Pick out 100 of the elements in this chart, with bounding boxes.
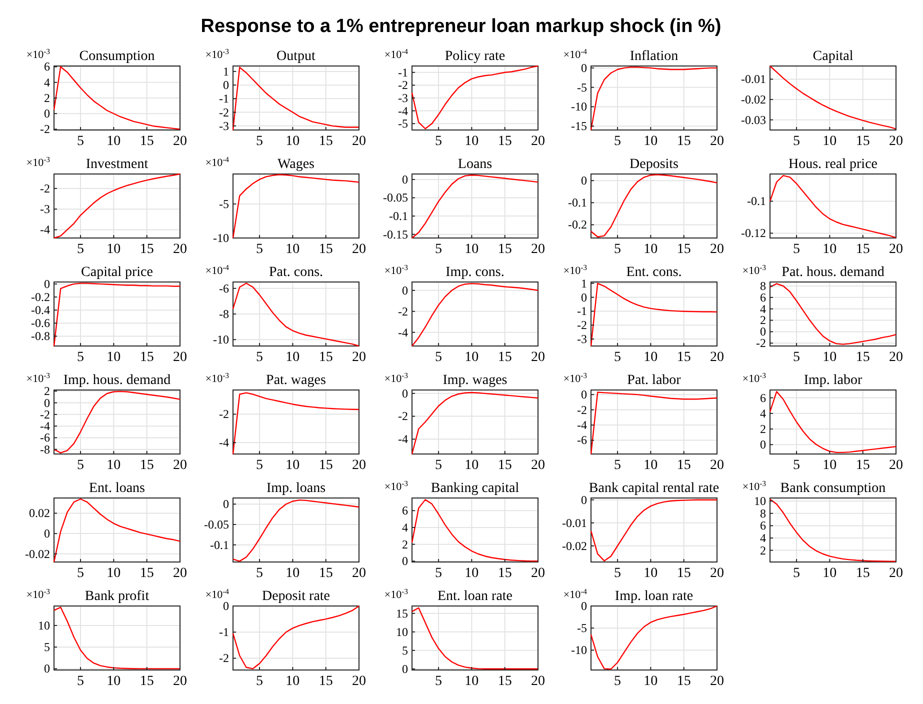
x-tick-label: 5 <box>614 458 622 473</box>
y-tick-label: -15 <box>571 119 587 134</box>
x-tick-label: 10 <box>822 134 837 149</box>
y-tick-label: 6 <box>760 518 766 533</box>
y-tick-label: 0 <box>402 554 408 568</box>
chart-title: Pat. cons. <box>268 265 324 280</box>
y-tick-label: 8 <box>760 506 766 520</box>
x-tick-label: 20 <box>352 350 366 365</box>
x-tick-label: 5 <box>793 350 800 365</box>
x-tick-label: 15 <box>140 350 154 365</box>
x-tick-label: 10 <box>644 566 658 581</box>
x-tick-label: 15 <box>318 458 333 473</box>
x-tick-label: 15 <box>856 566 870 581</box>
x-tick-label: 10 <box>822 242 837 257</box>
x-tick-label: 10 <box>464 566 479 581</box>
x-tick-label: 20 <box>173 134 187 149</box>
x-tick-label: 5 <box>256 458 264 473</box>
x-tick-label: 5 <box>614 134 622 149</box>
y-tick-label: -2 <box>756 336 766 350</box>
x-tick-label: 5 <box>256 674 264 689</box>
y-tick-label: 4 <box>760 406 766 420</box>
x-tick-label: 5 <box>793 458 800 473</box>
chart-title: Deposits <box>630 157 678 172</box>
y-tick-label: -4 <box>219 436 229 450</box>
y-tick-label: 5 <box>44 640 50 654</box>
y-tick-label: 0 <box>44 106 50 121</box>
x-tick-label: 10 <box>644 242 658 257</box>
text: ×10$^{-4}$ <box>205 262 230 277</box>
text: ×10$^{-4}$ <box>205 586 230 601</box>
chart-title: Capital <box>812 49 854 64</box>
y-tick-label: -4 <box>398 325 408 340</box>
y-tick-label: 6 <box>44 60 50 74</box>
y-tick-label: 0 <box>581 60 587 75</box>
y-tick-label: 0 <box>581 492 587 507</box>
chart-title: Capital price <box>81 265 153 280</box>
x-tick-label: 20 <box>531 566 545 581</box>
y-tick-label: -2 <box>398 304 408 318</box>
x-tick-label: 5 <box>793 242 800 257</box>
text: ×10$^{-3}$ <box>384 370 408 385</box>
y-tick-label: 2 <box>44 384 50 398</box>
y-tick-label: -2 <box>577 402 587 417</box>
y-tick-label: 1 <box>581 276 587 290</box>
x-tick-label: 10 <box>286 242 300 257</box>
y-tick-label: -0.8 <box>31 329 50 344</box>
x-tick-label: 10 <box>644 350 658 365</box>
x-tick-label: 15 <box>676 242 691 257</box>
y-tick-label: 0 <box>760 438 766 452</box>
y-tick-label: -1 <box>398 65 408 80</box>
x-tick-label: 15 <box>498 134 512 149</box>
text: ×10$^{-3}$ <box>26 154 50 169</box>
y-tick-label: 10 <box>754 494 766 508</box>
y-tick-label: -3 <box>219 118 229 133</box>
chart-title: Deposit rate <box>262 589 330 604</box>
y-tick-label: -0.02 <box>25 546 50 561</box>
y-tick-label: -0.03 <box>741 112 766 127</box>
y-tick-label: 4 <box>760 530 766 545</box>
y-tick-label: 2 <box>760 543 766 558</box>
y-tick-label: 2 <box>402 537 408 552</box>
x-tick-label: 10 <box>644 458 658 473</box>
x-tick-label: 5 <box>614 242 622 257</box>
x-tick-label: 10 <box>464 674 479 689</box>
line-series <box>232 392 360 455</box>
y-tick-label: -0.02 <box>562 538 587 553</box>
y-tick-label: 10 <box>38 618 50 632</box>
x-tick-label: 15 <box>318 674 333 689</box>
y-tick-label: -0.2 <box>31 290 50 304</box>
y-tick-label: 0 <box>402 386 408 400</box>
x-tick-label: 10 <box>286 566 300 581</box>
x-tick-label: 10 <box>464 458 479 473</box>
x-tick-label: 15 <box>676 350 691 365</box>
y-tick-label: -0.05 <box>383 190 408 205</box>
x-tick-label: 20 <box>173 674 187 689</box>
chart-title: Output <box>276 49 316 64</box>
y-tick-label: -2 <box>219 407 229 422</box>
x-tick-label: 10 <box>286 350 300 365</box>
x-tick-label: 20 <box>352 566 366 581</box>
x-tick-label: 20 <box>710 350 724 365</box>
x-tick-label: 20 <box>173 458 187 473</box>
y-tick-label: 2 <box>760 313 766 328</box>
y-tick-label: -0.1 <box>747 194 766 208</box>
text: ×10$^{-3}$ <box>563 370 588 385</box>
y-tick-label: 15 <box>396 606 408 620</box>
y-tick-label: 0.02 <box>29 506 50 520</box>
x-tick-label: 10 <box>644 674 658 689</box>
chart-title: Pat. wages <box>266 373 326 388</box>
x-tick-label: 5 <box>435 458 442 473</box>
x-tick-label: 15 <box>856 134 870 149</box>
y-tick-label: -3 <box>398 90 408 105</box>
x-tick-label: 10 <box>286 134 300 149</box>
y-tick-label: -0.15 <box>383 227 408 242</box>
x-tick-label: 20 <box>173 242 187 257</box>
x-tick-label: 5 <box>435 674 442 689</box>
y-tick-label: -6 <box>219 281 229 296</box>
y-tick-label: -2 <box>219 651 229 666</box>
y-tick-label: -5 <box>398 116 408 131</box>
chart-title: Pat. hous. demand <box>782 265 884 280</box>
y-tick-label: -2 <box>577 318 587 332</box>
x-tick-label: 15 <box>318 242 333 257</box>
x-tick-label: 10 <box>106 134 121 149</box>
y-tick-label: 1 <box>223 64 229 78</box>
